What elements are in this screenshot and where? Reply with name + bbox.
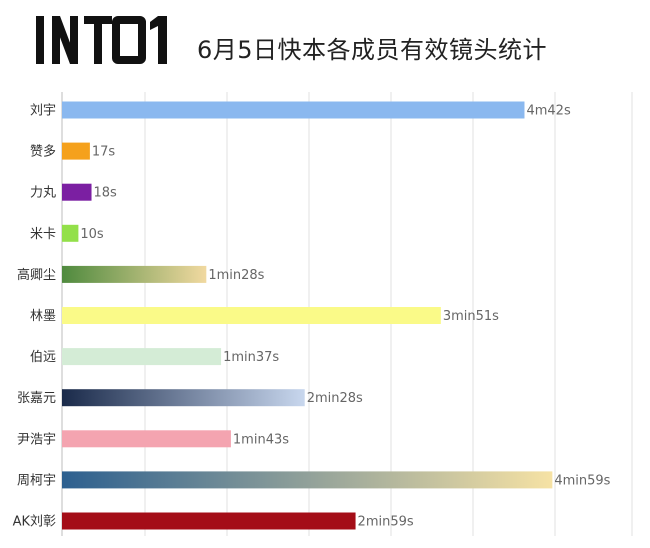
category-label: 力丸 <box>30 186 56 201</box>
data-label: 18s <box>94 186 118 201</box>
bars <box>62 101 553 530</box>
bar-伯远 <box>62 348 222 366</box>
chart-title: 6月5日快本各成员有效镜头统计 <box>197 36 548 64</box>
category-label: 伯远 <box>30 350 56 365</box>
category-label: AK刘彰 <box>13 514 56 530</box>
bar-AK刘彰 <box>62 512 356 530</box>
category-label: 刘宇 <box>30 104 56 119</box>
category-label: 尹浩宇 <box>17 432 56 447</box>
data-label: 10s <box>80 227 104 242</box>
bar-力丸 <box>62 183 92 201</box>
bar-赞多 <box>62 142 90 160</box>
data-label: 4m42s <box>526 104 570 119</box>
category-label: 高卿尘 <box>17 267 56 283</box>
bar-林墨 <box>62 307 441 324</box>
bar-尹浩宇 <box>62 430 231 448</box>
category-label: 赞多 <box>30 144 56 160</box>
data-label: 2min59s <box>358 515 414 530</box>
data-label: 1min28s <box>208 268 264 283</box>
bar-张嘉元 <box>62 389 305 407</box>
category-label: 周柯宇 <box>17 473 56 488</box>
category-label: 林墨 <box>30 309 56 324</box>
bar-高卿尘 <box>62 265 207 283</box>
data-label: 4min59s <box>554 473 610 488</box>
data-label: 1min43s <box>233 432 289 447</box>
bar-刘宇 <box>62 101 525 119</box>
labels: 刘宇 4m42s 赞多 17s 力丸 18s 米卡 10s 高卿尘 1min28s 林墨 3min51… <box>13 104 611 530</box>
bar-周柯宇 <box>62 471 553 489</box>
data-label: 3min51s <box>443 309 499 324</box>
category-label: 张嘉元 <box>17 391 56 406</box>
data-label: 2min28s <box>307 391 363 406</box>
category-label: 米卡 <box>30 227 56 242</box>
bar-米卡 <box>62 224 79 242</box>
data-label: 1min37s <box>223 350 279 365</box>
into1-logo <box>36 16 167 64</box>
data-label: 17s <box>92 145 116 160</box>
